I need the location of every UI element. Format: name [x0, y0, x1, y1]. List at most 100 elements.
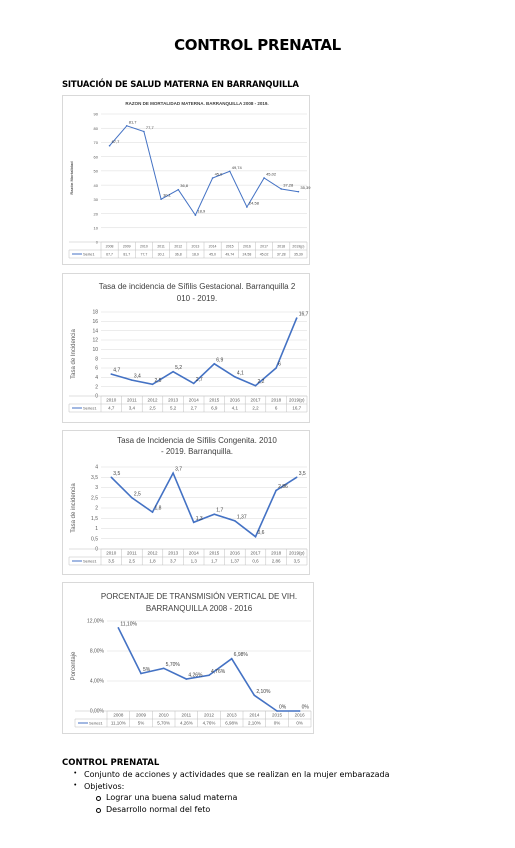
- series-line: [109, 125, 299, 217]
- table-value: 4,1: [232, 406, 239, 411]
- data-point: [253, 694, 256, 697]
- y-tick-label: 70: [94, 140, 99, 145]
- y-tick-label: 8: [95, 356, 98, 362]
- data-point: [276, 710, 278, 712]
- data-point: [131, 496, 133, 499]
- table-value: 30,1: [158, 253, 165, 257]
- data-point: [228, 170, 231, 173]
- series-line: [111, 317, 298, 387]
- x-tick-label: 2008: [113, 713, 124, 718]
- legend-label: Serie1: [83, 252, 95, 257]
- maternal-mortality-chart: RAZON DE MORTALIDAD MATERNA. BARRANQUILL…: [62, 95, 311, 265]
- data-point: [246, 206, 248, 208]
- data-label: 45,0: [215, 172, 224, 177]
- bottom-title: CONTROL PRENATAL: [62, 758, 160, 768]
- table-value: 36,8: [175, 253, 182, 257]
- data-point: [151, 511, 154, 513]
- data-label: 1,3: [196, 516, 203, 522]
- table-value: 2,86: [272, 559, 281, 564]
- data-label: 1,8: [155, 506, 162, 512]
- circle-bullet-icon: [96, 796, 101, 801]
- x-tick-label: 2012: [147, 398, 158, 403]
- x-tick-label: 2014: [189, 398, 200, 403]
- legend-label: Series1: [83, 406, 97, 411]
- data-point: [208, 674, 210, 677]
- data-point: [143, 130, 145, 133]
- data-point: [177, 188, 180, 191]
- chart-title: 010 - 2019.: [177, 294, 217, 303]
- y-tick-label: 60: [94, 154, 99, 159]
- table-value: 3,7: [170, 559, 177, 564]
- data-point: [211, 177, 214, 179]
- x-tick-label: 2011: [127, 551, 137, 556]
- x-tick-label: 2010: [106, 398, 117, 403]
- y-tick-label: 80: [94, 126, 99, 131]
- data-point: [151, 383, 154, 386]
- x-tick-label: 2013: [168, 551, 179, 556]
- data-label: 24,58: [249, 201, 260, 206]
- data-label: 3,7: [175, 467, 182, 473]
- x-tick-label: 2015: [209, 398, 220, 403]
- y-tick-label: 18: [92, 310, 98, 316]
- x-tick-label: 2009: [123, 245, 131, 249]
- y-tick-label: 14: [92, 328, 98, 334]
- data-point: [192, 521, 195, 524]
- table-value: 49,74: [225, 253, 234, 257]
- table-value: 1,3: [191, 559, 198, 564]
- x-tick-label: 2016: [230, 398, 241, 403]
- y-tick-label: 30: [94, 197, 99, 202]
- y-tick-label: 1,5: [91, 516, 98, 522]
- y-tick-label: 2,5: [91, 495, 98, 501]
- y-tick-label: 1: [95, 526, 98, 532]
- y-axis-label: Tasa de incidencia: [71, 483, 77, 533]
- table-value: 45,02: [260, 253, 269, 257]
- data-point: [230, 657, 233, 660]
- table-value: 2,5: [149, 406, 156, 411]
- x-tick-label: 2019(p): [292, 245, 304, 249]
- data-label: 6,9: [216, 357, 223, 363]
- data-point: [298, 710, 301, 712]
- data-label: 5%: [143, 667, 151, 673]
- data-point: [125, 125, 128, 127]
- list-subitem-maternal-health: Lograr una buena salud materna: [106, 793, 238, 802]
- maternal-mortality-svg: RAZON DE MORTALIDAD MATERNA. BARRANQUILL…: [68, 101, 311, 259]
- data-label: 4,7: [113, 368, 120, 374]
- data-point: [117, 626, 120, 629]
- y-tick-label: 3: [95, 485, 98, 491]
- data-label: 2,10%: [256, 689, 271, 695]
- data-label: 77,7: [146, 125, 155, 130]
- y-tick-label: 12: [92, 338, 98, 344]
- x-tick-label: 2010: [140, 245, 148, 249]
- data-point: [172, 370, 174, 373]
- data-point: [110, 373, 113, 375]
- table-value: 24,58: [243, 253, 252, 257]
- data-point: [275, 367, 277, 369]
- table-value: 6,9: [211, 406, 218, 411]
- table-value: 1,7: [211, 559, 218, 564]
- chart-title: BARRANQUILLA 2008 - 2016: [146, 604, 253, 613]
- x-tick-label: 2010: [159, 713, 170, 718]
- data-label: 16,7: [299, 312, 309, 318]
- y-tick-label: 4: [95, 465, 98, 471]
- y-tick-label: 50: [94, 169, 99, 174]
- y-tick-label: 40: [94, 183, 99, 188]
- chart-title: - 2019. Barranquilla.: [161, 447, 233, 456]
- x-tick-label: 2015: [226, 245, 234, 249]
- table-value: 2,5: [129, 559, 136, 564]
- chart-title: RAZON DE MORTALIDAD MATERNA. BARRANQUILL…: [125, 101, 268, 106]
- data-label: 2,5: [155, 378, 162, 384]
- y-tick-label: 2: [95, 506, 98, 512]
- y-axis-label: Porcentaje: [71, 651, 77, 680]
- bullet-icon: •: [74, 782, 77, 789]
- y-tick-label: 2: [95, 384, 98, 390]
- table-value: 2,10%: [248, 721, 261, 726]
- data-label: 0,6: [258, 530, 265, 536]
- data-point: [213, 513, 216, 515]
- table-value: 6: [275, 406, 278, 411]
- data-label: 5,70%: [166, 662, 181, 668]
- table-value: 3,4: [129, 406, 136, 411]
- table-value: 77,7: [141, 253, 148, 257]
- y-axis-label: Tasa de Incidencia: [71, 328, 77, 378]
- table-value: 18,9: [192, 253, 199, 257]
- x-tick-label: 2016: [243, 245, 251, 249]
